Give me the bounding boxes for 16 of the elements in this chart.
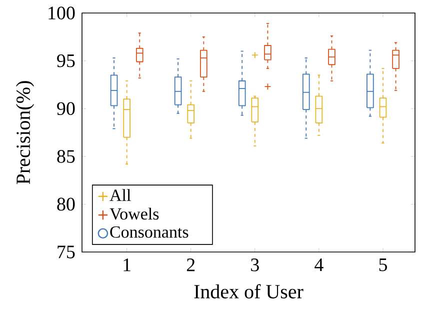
y-tick-label: 100 — [48, 6, 75, 20]
legend-label: Consonants — [110, 226, 188, 238]
y-tick-label: 80 — [57, 198, 75, 211]
y-tick-label: 75 — [58, 246, 75, 258]
x-tick-label: 2 — [186, 258, 195, 272]
y-axis-title: Precision(%) — [16, 81, 34, 184]
y-tick-label: 85 — [57, 150, 75, 163]
x-tick-label: 5 — [379, 258, 387, 272]
x-tick-label: 4 — [314, 258, 324, 272]
x-tick-label: 1 — [124, 258, 130, 272]
x-axis-title: Index of User — [194, 284, 304, 298]
legend-label: Vowels — [110, 208, 159, 220]
x-tick-label: 3 — [251, 258, 259, 272]
legend-label: All — [110, 189, 131, 201]
y-tick-label: 90 — [57, 102, 75, 116]
y-tick-label: 95 — [57, 54, 75, 68]
